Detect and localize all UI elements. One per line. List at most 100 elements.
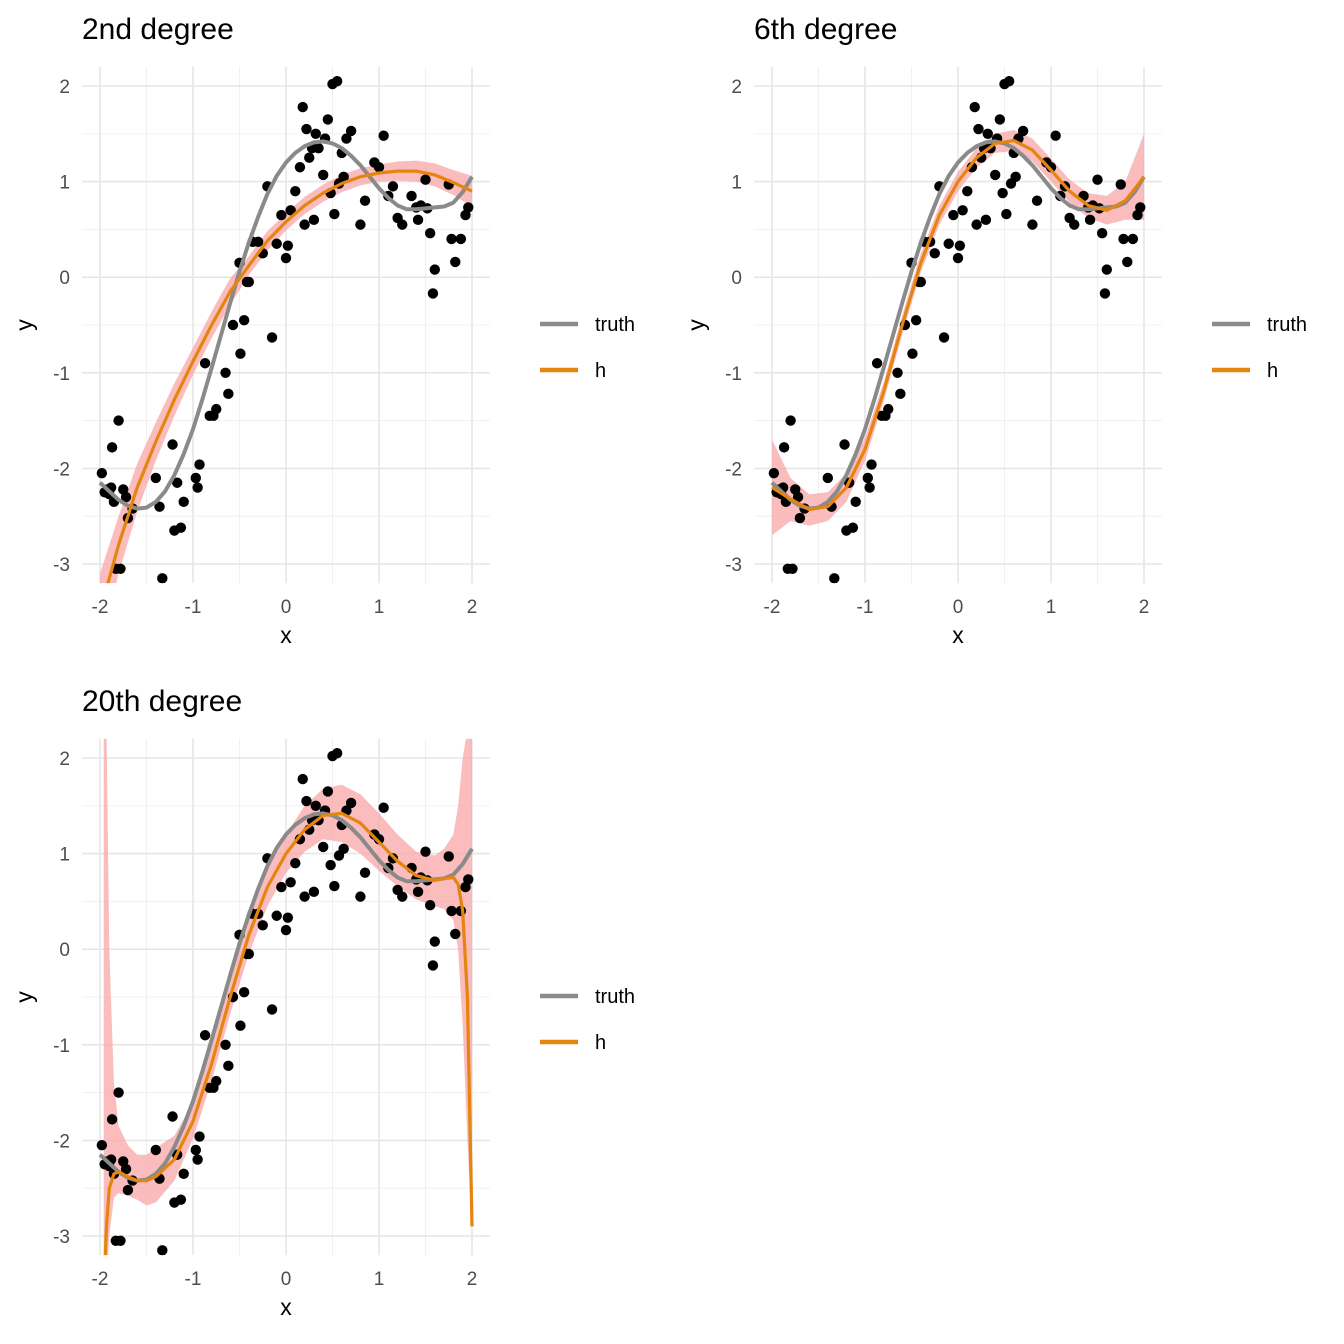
data-point — [948, 209, 959, 221]
x-tick-label: -1 — [857, 597, 874, 618]
data-point — [463, 874, 474, 885]
y-tick-label: -3 — [53, 555, 70, 576]
data-point — [1122, 256, 1133, 268]
data-point — [243, 948, 254, 960]
data-point — [299, 219, 310, 230]
data-point — [406, 190, 417, 202]
x-tick-label: 2 — [1139, 597, 1150, 618]
legend-label-h: h — [595, 1032, 606, 1054]
data-point — [892, 367, 903, 378]
data-point — [282, 912, 294, 923]
y-tick-label: 2 — [59, 77, 70, 98]
data-point — [301, 123, 312, 135]
data-point — [424, 900, 436, 911]
truth-line — [770, 139, 1146, 511]
data-point — [378, 802, 389, 813]
data-point — [194, 1131, 205, 1142]
data-point — [318, 169, 329, 181]
x-axis-title: x — [280, 622, 292, 648]
data-point — [194, 459, 205, 470]
data-point — [310, 128, 321, 139]
data-point — [199, 1030, 211, 1041]
data-point — [355, 219, 366, 230]
data-point — [190, 1144, 201, 1156]
grid — [82, 66, 490, 584]
data-point — [862, 472, 873, 484]
y-tick-label: -1 — [53, 364, 70, 385]
data-point — [1118, 233, 1129, 245]
x-tick-label: 1 — [1046, 597, 1057, 618]
data-point — [238, 315, 250, 326]
x-tick-label: -2 — [92, 597, 109, 618]
y-tick-label: 0 — [731, 268, 742, 289]
data-point — [308, 214, 320, 226]
data-point — [157, 573, 168, 584]
data-point — [290, 185, 301, 197]
data-point — [778, 442, 790, 453]
data-point — [297, 101, 308, 113]
legend: truth h — [540, 314, 635, 382]
data-point — [178, 496, 189, 508]
data-point — [192, 482, 203, 493]
data-point — [297, 773, 308, 785]
data-point — [446, 905, 457, 917]
data-point — [276, 881, 287, 893]
data-point — [969, 101, 980, 113]
legend-label-truth: truth — [1267, 314, 1307, 336]
data-point — [345, 125, 357, 137]
plot-area — [768, 76, 1146, 584]
y-tick-label: 0 — [59, 940, 70, 961]
x-tick-label: 2 — [467, 597, 478, 618]
data-point — [450, 256, 461, 268]
legend-label-h: h — [1267, 360, 1278, 382]
x-axis-title: x — [280, 1294, 292, 1320]
h-fit-line — [103, 811, 474, 1256]
h-fit-line — [771, 138, 1146, 512]
data-point — [285, 877, 296, 888]
panel-title: 2nd degree — [82, 13, 234, 46]
data-point — [907, 348, 918, 359]
data-point — [338, 171, 349, 183]
data-point — [387, 181, 399, 192]
data-point — [1017, 125, 1029, 137]
data-point — [115, 1235, 126, 1246]
y-tick-label: 1 — [731, 173, 742, 194]
y-axis-title: y — [11, 991, 37, 1003]
data-point — [329, 208, 340, 220]
h-fit-line — [106, 169, 473, 584]
data-point — [318, 841, 329, 853]
data-point — [768, 467, 780, 479]
data-point — [313, 142, 324, 154]
x-tick-label: -2 — [92, 1269, 109, 1290]
data-point — [199, 358, 211, 369]
data-point — [331, 748, 343, 759]
data-point — [238, 987, 250, 998]
plot-area — [96, 76, 474, 584]
data-point — [325, 859, 336, 871]
data-point — [883, 403, 894, 415]
data-point — [235, 1020, 246, 1031]
data-point — [1010, 171, 1021, 183]
data-point — [115, 563, 126, 574]
x-tick-label: -2 — [764, 597, 781, 618]
data-point — [1001, 208, 1012, 220]
data-point — [994, 114, 1006, 125]
data-points — [96, 76, 474, 584]
data-point — [1084, 214, 1096, 226]
x-tick-label: 0 — [281, 1269, 292, 1290]
data-point — [271, 238, 282, 249]
panel-3: -2 -1 0 1 2 2 1 0 -1 -2 -3 x y 20th degree truth h — [11, 685, 635, 1320]
data-point — [150, 472, 161, 484]
data-point — [1045, 162, 1057, 173]
data-point — [450, 928, 461, 940]
data-point — [943, 238, 954, 249]
data-point — [792, 491, 804, 503]
data-point — [113, 415, 124, 426]
data-point — [1135, 202, 1146, 213]
data-point — [412, 886, 424, 898]
legend: truth h — [540, 986, 635, 1054]
data-point — [345, 797, 357, 809]
data-point — [243, 276, 254, 288]
data-point — [106, 442, 118, 453]
